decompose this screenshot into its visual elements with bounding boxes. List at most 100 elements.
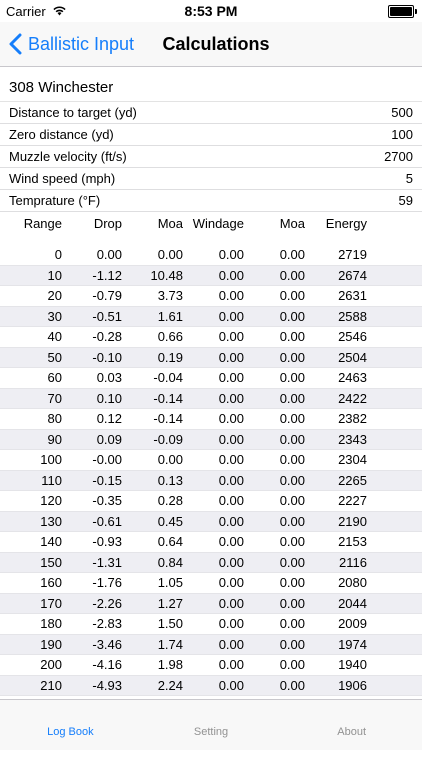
drop-cell: 0.03	[96, 370, 122, 385]
range-cell: 90	[47, 431, 62, 447]
windage-moa-cell: 0.00	[279, 472, 305, 488]
table-row: 40 -0.28 0.66 0.00 0.00 2546	[0, 327, 422, 348]
drop-moa-cell: 1.61	[157, 308, 183, 324]
input-label: Muzzle velocity (ft/s)	[9, 149, 127, 164]
energy-cell: 2719	[338, 247, 367, 262]
drop-cell: -0.51	[92, 308, 122, 324]
windage-cell: 0.00	[218, 554, 244, 570]
range-cell: 180	[40, 616, 62, 631]
range-cell: 210	[40, 677, 62, 693]
energy-cell: 2343	[338, 431, 367, 447]
table-row: 50 -0.10 0.19 0.00 0.00 2504	[0, 347, 422, 368]
table-row: 160 -1.76 1.05 0.00 0.00 2080	[0, 573, 422, 594]
drop-moa-cell: 0.64	[157, 534, 183, 549]
windage-cell: 0.00	[218, 677, 244, 693]
drop-cell: -0.93	[92, 534, 122, 549]
energy-cell: 1974	[338, 636, 367, 652]
windage-moa-cell: 0.00	[279, 452, 305, 467]
table-row: 70 0.10 -0.14 0.00 0.00 2422	[0, 388, 422, 409]
header-drop-moa: Moa	[157, 216, 183, 231]
header-range: Range	[23, 216, 62, 231]
drop-cell: 0.00	[96, 247, 122, 262]
drop-moa-cell: 2.24	[157, 677, 183, 693]
windage-moa-cell: 0.00	[279, 247, 305, 262]
drop-cell: -0.15	[92, 472, 122, 488]
energy-cell: 2009	[338, 616, 367, 631]
rifle-name: 308 Winchester	[0, 67, 422, 102]
windage-cell: 0.00	[218, 370, 244, 385]
windage-moa-cell: 0.00	[279, 370, 305, 385]
energy-cell: 2304	[338, 452, 367, 467]
input-value: 5	[405, 171, 413, 186]
table-row: 210 -4.93 2.24 0.00 0.00 1906	[0, 675, 422, 696]
range-cell: 120	[40, 493, 62, 508]
windage-moa-cell: 0.00	[279, 616, 305, 631]
navigation-bar: Ballistic Input Calculations	[0, 22, 422, 67]
table-row: 190 -3.46 1.74 0.00 0.00 1974	[0, 634, 422, 655]
windage-moa-cell: 0.00	[279, 636, 305, 652]
drop-cell: -1.76	[92, 575, 122, 590]
drop-cell: -0.61	[92, 513, 122, 529]
drop-cell: 0.09	[96, 431, 122, 447]
table-row: 200 -4.16 1.98 0.00 0.00 1940	[0, 655, 422, 676]
drop-moa-cell: -0.04	[153, 370, 183, 385]
drop-cell: -4.93	[92, 677, 122, 693]
energy-cell: 1940	[338, 657, 367, 672]
range-cell: 80	[47, 411, 62, 426]
range-cell: 150	[40, 554, 62, 570]
input-label: Temprature (°F)	[9, 193, 101, 208]
back-button-label: Ballistic Input	[28, 33, 135, 54]
table-row: 110 -0.15 0.13 0.00 0.00 2265	[0, 470, 422, 491]
range-cell: 50	[47, 349, 62, 365]
drop-moa-cell: 3.73	[157, 288, 183, 303]
windage-cell: 0.00	[218, 247, 244, 262]
windage-moa-cell: 0.00	[279, 349, 305, 365]
windage-moa-cell: 0.00	[279, 575, 305, 590]
energy-cell: 2382	[338, 411, 367, 426]
range-cell: 60	[47, 370, 62, 385]
windage-cell: 0.00	[218, 595, 244, 611]
range-cell: 160	[40, 575, 62, 590]
range-cell: 30	[47, 308, 62, 324]
tab-setting[interactable]: Setting	[193, 726, 229, 738]
drop-cell: -1.12	[92, 267, 122, 283]
input-row: Distance to target (yd) 500	[0, 102, 422, 124]
table-row: 100 -0.00 0.00 0.00 0.00 2304	[0, 450, 422, 471]
windage-cell: 0.00	[218, 452, 244, 467]
windage-cell: 0.00	[218, 431, 244, 447]
tab-about[interactable]: About	[337, 726, 367, 738]
status-bar: Carrier 8:53 PM	[0, 0, 422, 22]
drop-cell: -0.35	[92, 493, 122, 508]
range-cell: 100	[40, 452, 62, 467]
header-energy: Energy	[325, 216, 367, 231]
calculations-view[interactable]: 308 Winchester Distance to target (yd) 50…	[0, 67, 422, 700]
energy-cell: 2631	[338, 288, 367, 303]
drop-cell: -0.00	[92, 452, 122, 467]
drop-cell: -0.10	[92, 349, 122, 365]
clock: 8:53 PM	[184, 3, 238, 19]
table-row: 30 -0.51 1.61 0.00 0.00 2588	[0, 306, 422, 327]
drop-moa-cell: 1.05	[157, 575, 183, 590]
windage-moa-cell: 0.00	[279, 411, 305, 426]
input-label: Zero distance (yd)	[9, 127, 114, 142]
back-button[interactable]: Ballistic Input	[8, 22, 134, 66]
table-row: 10 -1.12 10.48 0.00 0.00 2674	[0, 265, 422, 286]
range-cell: 10	[47, 267, 62, 283]
input-row: Temprature (°F) 59	[0, 190, 422, 212]
windage-cell: 0.00	[218, 575, 244, 590]
tab-log-book[interactable]: Log Book	[47, 726, 94, 738]
carrier-label: Carrier	[6, 4, 46, 19]
page-title: Calculations	[162, 34, 270, 54]
input-row: Wind speed (mph) 5	[0, 168, 422, 190]
windage-moa-cell: 0.00	[279, 677, 305, 693]
header-windage: Windage	[192, 216, 244, 231]
input-value: 100	[391, 127, 413, 142]
windage-moa-cell: 0.00	[279, 308, 305, 324]
input-summary: Distance to target (yd) 500 Zero distance …	[0, 102, 422, 212]
drop-moa-cell: 0.13	[157, 472, 183, 488]
tab-bar: Log Book Setting About	[0, 699, 422, 750]
drop-moa-cell: 1.27	[157, 595, 183, 611]
range-cell: 140	[40, 534, 62, 549]
windage-cell: 0.00	[218, 636, 244, 652]
windage-cell: 0.00	[218, 390, 244, 406]
